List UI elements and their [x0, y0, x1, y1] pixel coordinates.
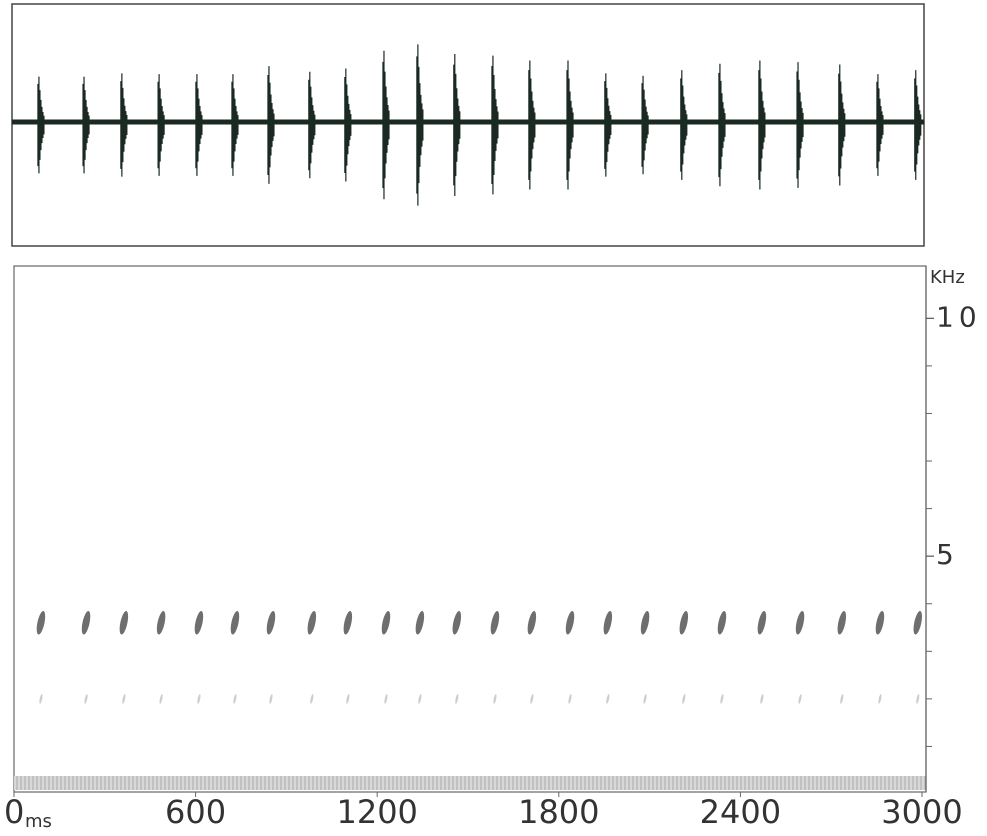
pulse [195, 74, 203, 176]
call-pulse-band [679, 610, 689, 635]
call-pulse-band [640, 610, 650, 635]
spectrogram-frame [13, 265, 927, 793]
pulse [528, 60, 536, 190]
pulse [82, 76, 90, 174]
x-tick-label: 3000 [881, 793, 962, 831]
call-harmonic-band [39, 693, 43, 704]
call-harmonic-band [878, 693, 882, 704]
call-harmonic-band [159, 693, 163, 704]
call-harmonic-band [269, 693, 273, 704]
pulse [267, 66, 275, 184]
call-pulse-band [36, 610, 46, 635]
pulse [876, 74, 884, 176]
call-harmonic-band [840, 693, 844, 704]
pulse [231, 74, 239, 176]
call-harmonic-band [720, 693, 724, 704]
call-pulse-band [381, 610, 391, 635]
y-tick-label: 10 [936, 300, 982, 333]
call-pulse-band [757, 610, 767, 635]
call-pulse-band [266, 610, 276, 635]
pulse [641, 75, 649, 175]
call-pulse-band [81, 610, 91, 635]
x-tick-label: 600 [165, 793, 226, 831]
call-harmonic-band [530, 693, 534, 704]
call-harmonic-band [916, 693, 920, 704]
call-harmonic-band [84, 693, 88, 704]
pulse [308, 71, 316, 179]
call-harmonic-band [493, 693, 497, 704]
call-harmonic-band [606, 693, 610, 704]
call-harmonic-band [197, 693, 201, 704]
pulse [718, 63, 726, 187]
pulse [838, 64, 846, 186]
call-harmonic-band [643, 693, 647, 704]
spectrogram-noise-band [14, 776, 926, 790]
call-pulse-band [527, 610, 537, 635]
pulse [796, 62, 804, 188]
call-harmonic-band [122, 693, 126, 704]
call-harmonic-band [682, 693, 686, 704]
pulse [344, 68, 352, 182]
call-pulse-band [156, 610, 166, 635]
x-tick-label: 1200 [336, 793, 417, 831]
call-pulse-band [490, 610, 500, 635]
pulse [680, 70, 688, 180]
call-pulse-band [913, 610, 922, 635]
call-pulse-band [837, 610, 847, 635]
call-harmonic-band [568, 693, 572, 704]
oscillogram-frame [11, 3, 925, 247]
call-pulse-band [230, 610, 240, 635]
call-harmonic-band [346, 693, 350, 704]
call-harmonic-band [233, 693, 237, 704]
call-pulse-band [415, 610, 425, 635]
call-pulse-band [565, 610, 575, 635]
call-pulse-band [119, 610, 129, 635]
x-unit: ms [25, 811, 52, 832]
call-pulse-band [795, 610, 805, 635]
call-harmonic-band [310, 693, 314, 704]
pulse [758, 60, 766, 190]
pulse [914, 70, 922, 180]
call-pulse-band [717, 610, 727, 635]
call-pulse-band [307, 610, 317, 635]
pulse [120, 73, 128, 177]
pulse [453, 54, 461, 196]
call-pulse-band [875, 610, 885, 635]
call-pulse-band [603, 610, 613, 635]
pulse [37, 76, 45, 174]
y-unit: KHz [930, 267, 965, 288]
pulse [566, 60, 574, 190]
x-tick-label: 2400 [700, 793, 781, 831]
pulse [382, 50, 390, 200]
pulse [157, 74, 165, 176]
pulse [491, 55, 499, 195]
call-harmonic-band [798, 693, 802, 704]
call-harmonic-band [418, 693, 422, 704]
call-harmonic-band [384, 693, 388, 704]
call-pulse-band [194, 610, 204, 635]
call-pulse-band [452, 610, 462, 635]
call-pulse-band [343, 610, 353, 635]
x-tick-label: 1800 [518, 793, 599, 831]
pulse [604, 73, 612, 177]
call-harmonic-band [455, 693, 459, 704]
x-tick-label: 0 [4, 793, 24, 831]
y-tick-label: 5 [936, 538, 959, 571]
pulse [416, 44, 424, 206]
call-harmonic-band [760, 693, 764, 704]
